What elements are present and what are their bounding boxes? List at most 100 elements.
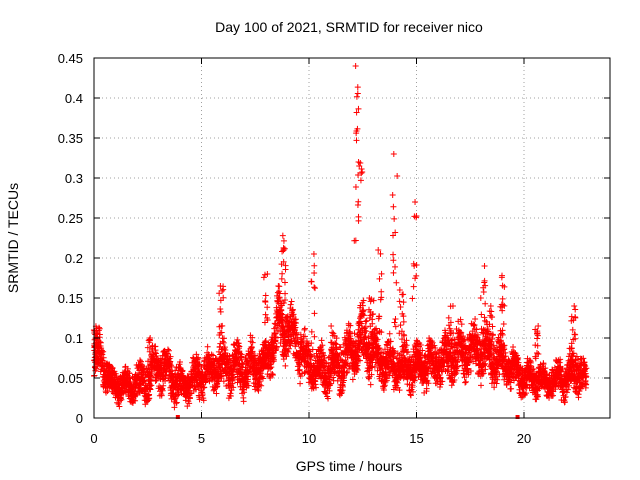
data-point	[403, 342, 410, 349]
data-point	[147, 361, 154, 368]
data-point	[417, 354, 424, 361]
data-point	[219, 338, 226, 345]
data-point	[390, 269, 397, 276]
data-point	[118, 396, 125, 403]
y-tick-label: 0.45	[58, 51, 83, 66]
data-point	[96, 324, 103, 331]
data-point	[448, 343, 455, 350]
data-point	[132, 392, 139, 399]
data-point	[329, 329, 336, 336]
data-point	[400, 331, 407, 338]
data-point	[190, 354, 197, 361]
data-point	[376, 275, 383, 282]
data-point	[280, 237, 287, 244]
data-point	[289, 306, 296, 313]
data-point	[331, 359, 338, 366]
data-point	[412, 343, 419, 350]
data-point	[280, 356, 287, 363]
data-point	[457, 316, 464, 323]
data-point	[498, 274, 505, 281]
data-point	[347, 322, 354, 329]
data-point	[280, 246, 287, 253]
data-point	[583, 373, 590, 380]
data-point	[486, 321, 493, 328]
data-point	[100, 354, 107, 361]
data-point	[423, 385, 430, 392]
data-point	[145, 371, 152, 378]
data-point	[449, 336, 456, 343]
data-point	[368, 364, 375, 371]
data-point	[453, 367, 460, 374]
data-point	[559, 366, 566, 373]
data-point	[352, 338, 359, 345]
data-point	[437, 374, 444, 381]
data-point	[204, 343, 211, 350]
data-point	[562, 393, 569, 400]
data-point	[148, 352, 155, 359]
data-point	[308, 278, 315, 285]
data-point	[199, 391, 206, 398]
data-point	[530, 366, 537, 373]
y-tick-label: 0	[76, 411, 83, 426]
data-point	[389, 192, 396, 199]
data-point	[493, 369, 500, 376]
data-point	[279, 315, 286, 322]
data-point	[473, 326, 480, 333]
data-point	[309, 346, 316, 353]
data-point	[570, 336, 577, 343]
data-point	[305, 348, 312, 355]
data-point	[344, 369, 351, 376]
data-point	[349, 376, 356, 383]
data-point	[526, 385, 533, 392]
data-point	[498, 330, 505, 337]
data-point	[451, 376, 458, 383]
data-point	[268, 364, 275, 371]
data-point	[352, 63, 359, 69]
data-point	[498, 345, 505, 352]
data-point	[508, 385, 515, 392]
data-point	[200, 397, 207, 404]
data-point	[573, 353, 580, 360]
data-point	[564, 386, 571, 393]
data-point	[398, 336, 405, 343]
data-point	[458, 321, 465, 328]
data-point	[220, 283, 227, 290]
y-tick-label: 0.3	[65, 171, 83, 186]
data-point	[318, 346, 325, 353]
data-point	[220, 378, 227, 385]
data-point	[489, 331, 496, 338]
data-point	[478, 382, 484, 389]
data-point	[144, 344, 151, 351]
data-point	[394, 172, 401, 179]
data-point	[148, 345, 155, 352]
data-point	[383, 377, 390, 384]
data-point	[158, 392, 165, 399]
data-point	[511, 377, 518, 384]
data-point	[343, 369, 350, 376]
data-point	[93, 334, 100, 341]
data-point	[532, 353, 539, 360]
data-point	[351, 330, 358, 337]
data-point	[260, 274, 267, 281]
data-point	[417, 341, 424, 348]
data-point	[515, 359, 522, 366]
data-point	[355, 198, 362, 205]
gap-markers	[175, 415, 520, 419]
data-point	[480, 284, 487, 291]
data-point	[396, 287, 403, 293]
data-point	[392, 323, 399, 330]
data-point	[390, 257, 397, 264]
data-point	[167, 353, 174, 360]
data-point	[219, 322, 226, 329]
data-point	[581, 359, 588, 366]
data-point	[390, 151, 397, 157]
data-point	[103, 389, 110, 396]
data-point	[258, 382, 265, 389]
data-point	[354, 349, 361, 356]
data-point	[249, 348, 256, 355]
data-point	[412, 275, 419, 282]
data-point	[97, 339, 104, 346]
data-point	[499, 327, 506, 334]
data-point	[145, 337, 152, 344]
data-point	[282, 362, 289, 369]
